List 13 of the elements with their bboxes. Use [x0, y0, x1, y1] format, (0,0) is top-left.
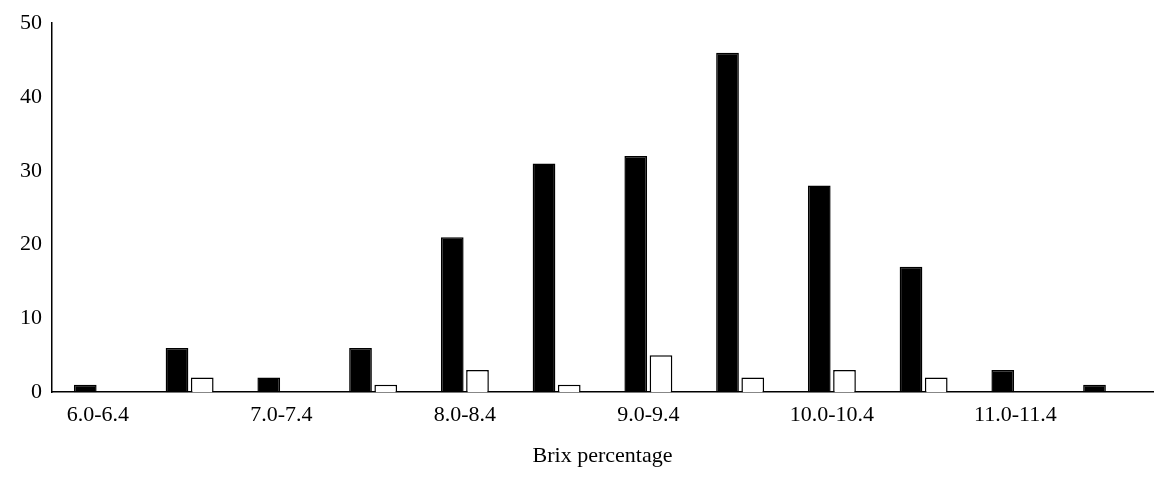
x-tick-label: 7.0-7.4 [250, 401, 313, 427]
x-axis-title: Brix percentage [532, 441, 673, 467]
y-tick-label: 50 [20, 8, 42, 34]
y-tick-label: 0 [31, 377, 42, 403]
x-tick-label: 10.0-10.4 [789, 401, 875, 427]
y-tick-label: 40 [20, 82, 42, 108]
x-tick-label: 9.0-9.4 [617, 401, 680, 427]
x-tick-label: 6.0-6.4 [66, 401, 130, 427]
y-tick-label: 10 [20, 304, 42, 330]
x-tick-label: 8.0-8.4 [433, 401, 497, 427]
y-tick-label: 30 [20, 156, 42, 182]
x-tick-label: 11.0-11.4 [974, 401, 1057, 427]
y-tick-label: 20 [20, 230, 42, 256]
